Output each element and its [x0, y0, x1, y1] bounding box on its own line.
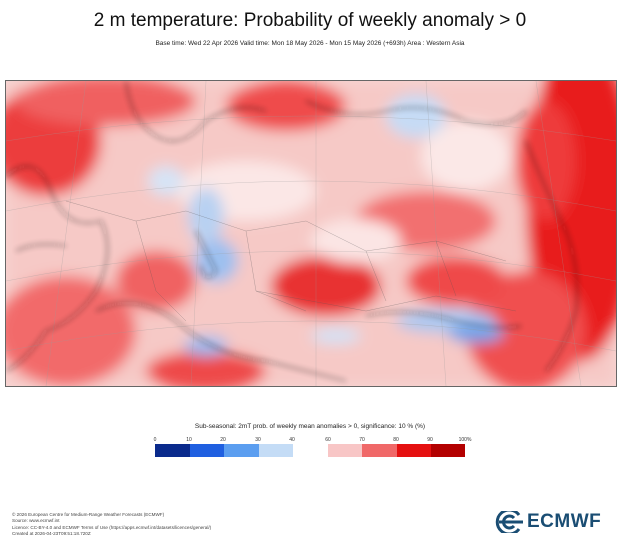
ecmwf-logo: ECMWF: [493, 511, 601, 533]
footer-created: Created at 2026-04-23T09:51:18.720Z: [12, 530, 91, 536]
legend-swatch-cold: [258, 444, 293, 457]
footer-licence: Licence: CC-BY-4.0 and ECMWF Terms of Us…: [12, 524, 212, 530]
coastlines: [6, 81, 578, 382]
legend-swatch-cold: [189, 444, 224, 457]
legend-tick: 70: [359, 437, 365, 443]
legend-tick: 20: [220, 437, 226, 443]
logo-text: ECMWF: [527, 511, 602, 532]
legend-title: Sub-seasonal: 2mT prob. of weekly mean a…: [194, 423, 426, 430]
legend-swatch-warm: [362, 444, 397, 457]
footer-source: Source: www.ecmwf.int: [12, 518, 60, 524]
chart-title: 2 m temperature: Probability of weekly a…: [93, 10, 527, 31]
footer-credits: © 2026 European Centre for Medium-Range …: [12, 512, 211, 537]
ecmwf-logo-icon: [495, 511, 523, 533]
legend-swatch-cold: [155, 444, 190, 457]
probability-field: [6, 81, 616, 386]
legend-tick: 10: [186, 437, 192, 443]
country-borders: [65, 200, 517, 322]
map-svg: [6, 81, 616, 386]
legend-tick: 90: [427, 437, 433, 443]
footer-copyright: © 2026 European Centre for Medium-Range …: [12, 512, 165, 517]
map-graticule: [6, 81, 616, 386]
legend-tick: 0: [153, 437, 157, 443]
legend-tick: 100%: [458, 437, 472, 443]
legend-swatch-warm: [328, 444, 363, 457]
legend-swatch-cold: [224, 444, 259, 457]
legend-tick: 40: [289, 437, 295, 443]
legend-ticks: 0 10 20 30 40 60 70 80 90 100%: [0, 437, 620, 445]
legend-warm-bar: [328, 444, 465, 457]
anomaly-map[interactable]: [5, 80, 617, 387]
chart-subtitle: Base time: Wed 22 Apr 2026 Valid time: M…: [155, 40, 465, 47]
legend-tick: 80: [393, 437, 399, 443]
legend-cold-bar: [155, 444, 293, 457]
legend-swatch-warm: [396, 444, 431, 457]
legend-tick: 30: [255, 437, 261, 443]
legend-tick: 60: [325, 437, 331, 443]
legend-swatch-warm: [430, 444, 465, 457]
